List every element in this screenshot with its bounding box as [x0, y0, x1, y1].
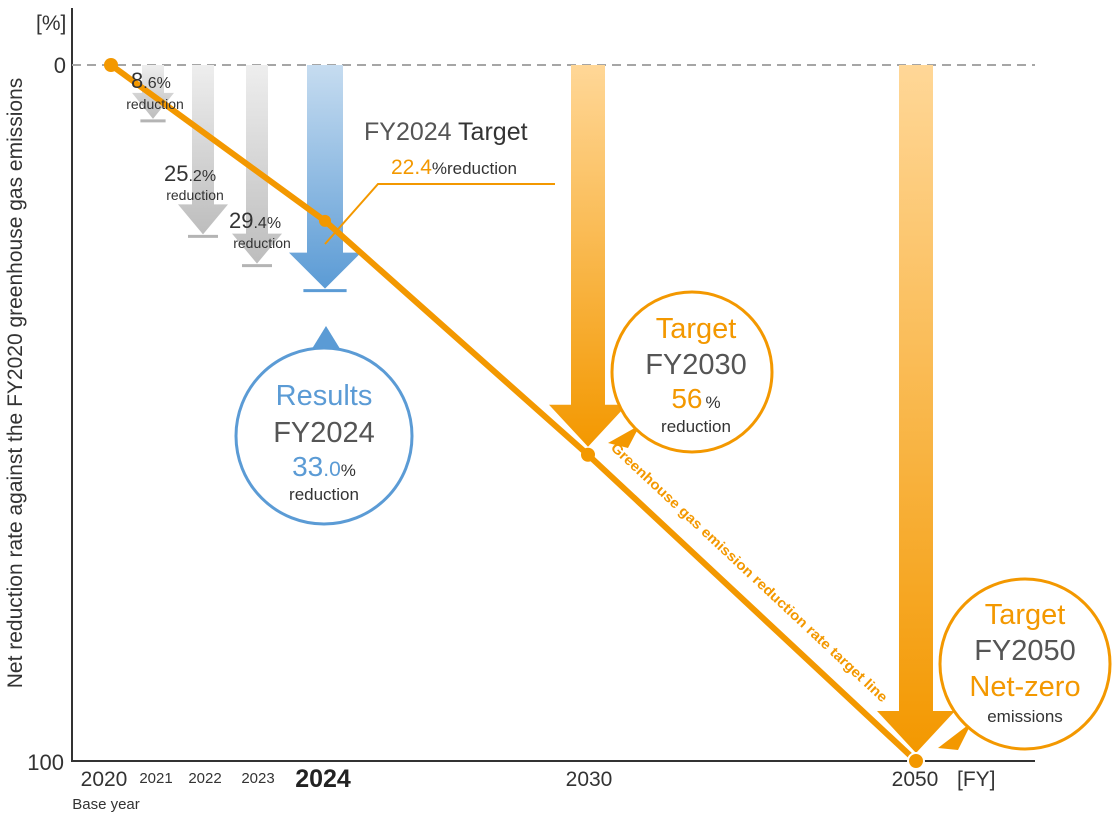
label-2023: 29.4% [229, 208, 281, 233]
label-2021-dec: .6 [143, 75, 156, 92]
x-tick-2023: 2023 [241, 770, 274, 787]
x-axis-unit: [FY] [957, 768, 996, 791]
target-2030-number: 56 [671, 383, 702, 414]
label-2021-word: reduction [126, 96, 184, 112]
x-tick-2022: 2022 [188, 770, 221, 787]
fy2024-target-number: 22.4 [391, 156, 432, 179]
fy2024-target-suffix: %reduction [432, 159, 517, 178]
target-2030-bubble [610, 290, 774, 454]
target-line-label: Greenhouse gas emission reduction rate t… [608, 439, 891, 705]
target-2030-value: 56% [671, 383, 720, 414]
fy2024-target-title-year: FY2024 [364, 118, 452, 146]
results-bubble-dec: .0 [323, 458, 341, 481]
label-2023-int: 29 [229, 208, 253, 233]
result-arrow-2023-shape [232, 65, 282, 264]
target-2050-word: emissions [987, 707, 1063, 726]
target-point-2030 [581, 447, 595, 462]
label-2021-pct: % [157, 75, 171, 92]
results-bubble-title: Results [276, 380, 373, 412]
label-2022-int: 25 [164, 161, 188, 186]
x-tick-base-year: Base year [72, 796, 140, 813]
target-line-points [104, 58, 925, 770]
target-arrow-2050-shape [877, 65, 955, 753]
results-bubble [234, 346, 414, 526]
target-2050-bubble [938, 577, 1112, 751]
x-tick-2020: 2020 [81, 768, 128, 791]
target-point-2024 [319, 214, 331, 227]
results-bubble-year: FY2024 [273, 417, 375, 449]
label-2021: 8.6% [131, 68, 171, 93]
target-point-2050-ring [907, 752, 925, 770]
label-2022: 25.2% [164, 161, 216, 186]
target-2030-title: Target [656, 313, 737, 345]
target-2050-pointer [938, 722, 972, 750]
target-2030-pointer [608, 425, 640, 448]
result-arrow-2022 [178, 65, 228, 238]
results-bubble-pointer [310, 326, 342, 352]
target-2030-word: reduction [661, 417, 731, 436]
results-bubble-value: 33.0% [292, 451, 356, 482]
target-line [109, 62, 919, 764]
target-2030-year: FY2030 [645, 349, 747, 381]
fy2024-target-leader-line [324, 183, 555, 245]
fy2024-target-value: 22.4%reduction [391, 156, 517, 179]
result-arrow-2023 [232, 65, 282, 268]
label-2023-pct: % [267, 215, 281, 232]
results-bubble-int: 33 [292, 451, 323, 482]
x-tick-2024: 2024 [295, 765, 351, 793]
x-tick-2030: 2030 [566, 768, 613, 791]
label-2023-dec: .4 [253, 215, 266, 232]
x-tick-2021: 2021 [139, 770, 172, 787]
result-arrow-2024-shape [289, 65, 361, 289]
target-point-2020 [104, 58, 118, 72]
results-bubble-pct: % [341, 461, 356, 480]
label-2021-int: 8 [131, 68, 143, 93]
label-2022-pct: % [202, 168, 216, 185]
x-tick-2050: 2050 [892, 768, 939, 791]
target-arrow-2030 [549, 65, 627, 447]
y-axis-title: Net reduction rate against the FY2020 gr… [4, 78, 27, 689]
y-axis-unit: [%] [36, 12, 66, 35]
result-arrow-2022-shape [178, 65, 228, 235]
target-2050-year: FY2050 [974, 635, 1076, 667]
result-arrow-2024 [289, 65, 361, 293]
y-tick-0: 0 [54, 53, 66, 78]
reduction-arrows [132, 65, 955, 753]
target-arrow-2030-shape [549, 65, 627, 447]
fy2024-target-title-word: Target [452, 118, 528, 146]
target-2050-title: Target [985, 599, 1066, 631]
target-arrow-2050 [877, 65, 955, 753]
label-2022-word: reduction [166, 187, 224, 203]
y-tick-100: 100 [27, 750, 64, 775]
label-2022-dec: .2 [188, 168, 201, 185]
label-2023-word: reduction [233, 235, 291, 251]
fy2024-target-title: FY2024 Target [364, 118, 528, 146]
results-bubble-word: reduction [289, 485, 359, 504]
target-2030-pct: % [706, 393, 721, 412]
target-2050-netzero: Net-zero [969, 671, 1080, 703]
